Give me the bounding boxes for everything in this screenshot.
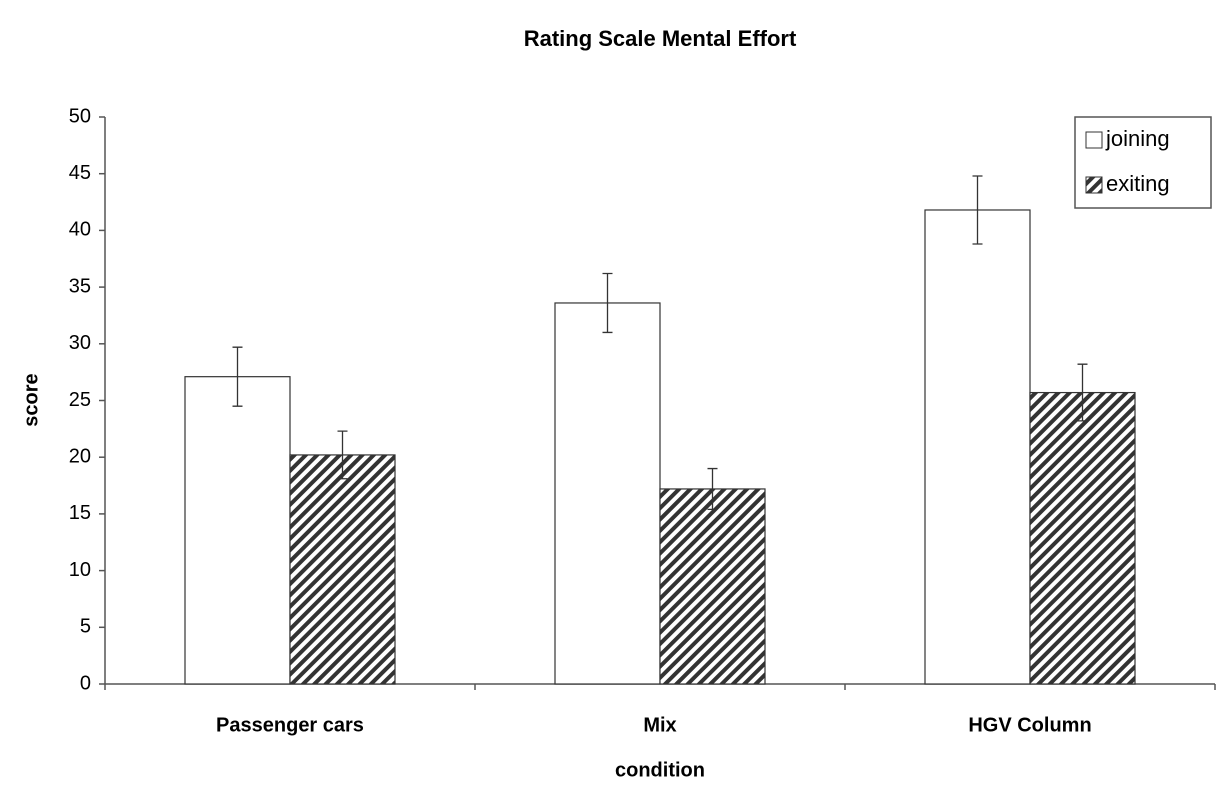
bar	[184, 376, 291, 685]
y-tick-label: 25	[69, 389, 91, 411]
error-bar	[337, 430, 348, 480]
y-axis-title: score	[20, 373, 42, 426]
legend-swatch	[1085, 131, 1103, 149]
bar	[289, 454, 396, 685]
y-tick-label: 15	[69, 502, 91, 524]
bar	[659, 488, 766, 685]
error-bar	[972, 175, 983, 245]
y-tick-label: 0	[80, 672, 91, 694]
bar	[1029, 391, 1136, 685]
x-tick-label: Mix	[643, 714, 676, 736]
chart-title: Rating Scale Mental Effort	[524, 26, 797, 51]
legend-label: joining	[1105, 126, 1170, 151]
bar	[554, 302, 661, 685]
x-tick-label: Passenger cars	[216, 714, 364, 736]
y-tick-label: 30	[69, 332, 91, 354]
x-tick-label: HGV Column	[968, 714, 1091, 736]
x-axis-title: condition	[615, 759, 705, 781]
y-tick-label: 35	[69, 275, 91, 297]
bar	[924, 209, 1031, 685]
error-bar	[602, 272, 613, 334]
y-tick-label: 50	[69, 105, 91, 127]
legend-swatch	[1085, 176, 1103, 194]
y-tick-label: 5	[80, 616, 91, 638]
y-tick-label: 20	[69, 445, 91, 467]
error-bar	[232, 346, 243, 407]
y-tick-label: 10	[69, 559, 91, 581]
error-bar	[707, 467, 718, 511]
x-axis-ticks	[104, 684, 1216, 690]
legend-label: exiting	[1106, 171, 1170, 196]
y-tick-label: 40	[69, 219, 91, 241]
error-bar	[1077, 363, 1088, 422]
y-tick-label: 45	[69, 162, 91, 184]
